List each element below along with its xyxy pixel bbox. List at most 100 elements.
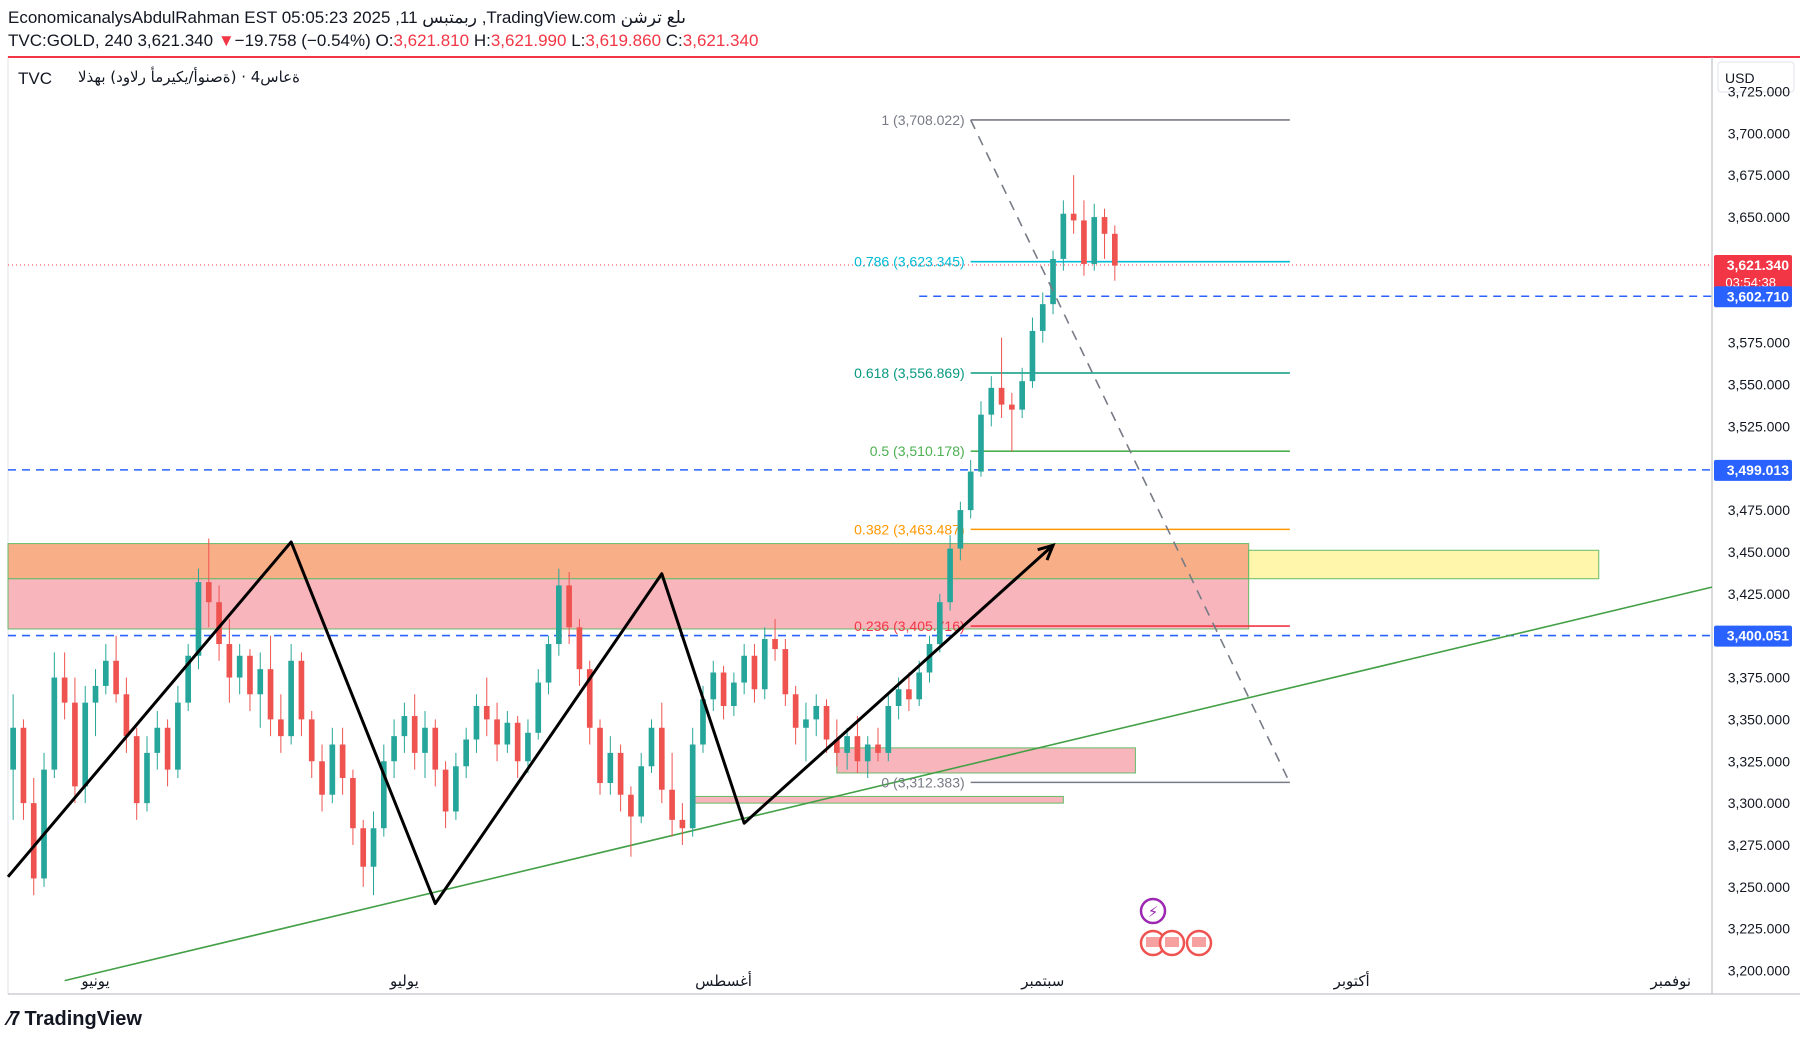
- candle-body: [916, 672, 923, 700]
- fib-level-label: 1 (3,708.022): [881, 112, 964, 128]
- open-value: 3,621.810: [393, 31, 470, 50]
- open-label: O:: [375, 31, 394, 50]
- candle-body: [463, 739, 470, 767]
- candle-body: [205, 582, 212, 603]
- price-tick-label: 3,225.000: [1728, 921, 1790, 937]
- candle-body: [20, 727, 27, 804]
- candle-body: [741, 655, 748, 683]
- high-label: H:: [473, 31, 491, 50]
- candle-body: [628, 794, 634, 817]
- candle-body: [1081, 220, 1087, 264]
- price-tick-label: 3,200.000: [1728, 963, 1790, 979]
- candle-body: [329, 744, 336, 795]
- candle-body: [164, 727, 171, 770]
- candle-body: [298, 660, 305, 720]
- candle-body: [391, 736, 397, 762]
- candle-body: [380, 761, 387, 829]
- high-value: 3,621.990: [490, 31, 567, 50]
- currency-box[interactable]: [1717, 61, 1795, 93]
- price-tick-label: 3,300.000: [1728, 795, 1790, 811]
- candle-body: [247, 655, 253, 695]
- candle-body: [308, 719, 315, 762]
- zigzag-pattern-line: [6, 540, 1055, 906]
- candle-body: [10, 727, 16, 770]
- fib-level-label: 0.618 (3,556.869): [854, 365, 965, 381]
- candle-body: [72, 702, 78, 787]
- price-tick-label: 3,725.000: [1728, 83, 1790, 99]
- candle-body: [1091, 217, 1098, 264]
- candle-body: [638, 766, 645, 817]
- candle-body: [813, 706, 820, 720]
- candle-body: [144, 752, 150, 804]
- candle-body: [998, 387, 1005, 405]
- legend-source[interactable]: TVC: [18, 69, 52, 88]
- level-price-tag: [1714, 286, 1792, 308]
- time-tick-label: أكتوبر: [1333, 971, 1370, 990]
- lightning-event-icon[interactable]: [1139, 897, 1167, 925]
- candle-body: [545, 644, 552, 683]
- level-price-value: 3,400.051: [1727, 628, 1789, 644]
- close-value: 3,621.340: [682, 31, 759, 50]
- price-tick-label: 3,450.000: [1728, 544, 1790, 560]
- green-trendline: [64, 586, 1713, 982]
- candle-body: [216, 602, 222, 645]
- candle-body: [669, 789, 675, 820]
- candle-body: [556, 585, 562, 645]
- candle-body: [133, 736, 140, 804]
- candle-body: [226, 644, 233, 678]
- candle-body: [1101, 217, 1108, 234]
- candle-body: [1009, 404, 1015, 410]
- candle-body: [494, 719, 500, 745]
- thin-pink-zone: [692, 795, 1064, 804]
- candle-body: [514, 722, 521, 762]
- close-label: C:: [665, 31, 683, 50]
- candle-body: [658, 727, 665, 790]
- candle-body: [679, 819, 686, 829]
- price-tick-label: 3,700.000: [1728, 125, 1790, 141]
- time-tick-label: يونيو: [80, 972, 109, 990]
- time-tick-label: سبتمبر: [1020, 972, 1064, 990]
- candle-body: [360, 828, 367, 867]
- candle-body: [834, 739, 840, 753]
- candle-body: [61, 677, 68, 703]
- price-tick-label: 3,575.000: [1728, 335, 1790, 351]
- level-price-tag: [1714, 459, 1792, 481]
- candle-body: [453, 766, 459, 812]
- candle-body: [689, 744, 696, 829]
- time-tick-label: أغسطس: [695, 971, 752, 990]
- flag-stripes-icon: [1192, 937, 1206, 947]
- fib-level-label: 0.236 (3,405.716): [854, 618, 965, 634]
- level-price-tag: [1714, 625, 1792, 647]
- candle-body: [1050, 258, 1056, 305]
- candle-body: [473, 706, 480, 740]
- candle-body: [988, 387, 995, 415]
- fib-level-label: 0 (3,312.383): [881, 774, 964, 790]
- candle-body: [185, 655, 192, 703]
- candle-body: [844, 736, 850, 753]
- candle-body: [401, 716, 408, 737]
- fib-level-label: 0.382 (3,463.487): [854, 521, 965, 537]
- tv-logo-icon: ⁄7: [8, 1008, 21, 1030]
- price-tick-label: 3,650.000: [1728, 209, 1790, 225]
- candle-body: [607, 752, 614, 784]
- candle-body: [41, 769, 47, 879]
- candle-body: [1060, 213, 1067, 259]
- symbol-label[interactable]: TVC:GOLD, 240: [8, 31, 133, 50]
- candle-body: [957, 510, 964, 549]
- economic-events[interactable]: ⚡: [1139, 897, 1213, 957]
- candle-body: [319, 761, 325, 795]
- candle-body: [422, 727, 428, 753]
- candle-body: [411, 716, 418, 753]
- current-price-tag: [1714, 255, 1792, 294]
- publish-info: EconomicanalysAbdulRahman EST 05:05:23 2…: [8, 8, 687, 27]
- candle-body: [576, 627, 583, 670]
- tradingview-logo[interactable]: ⁄7 TradingView: [8, 1008, 142, 1031]
- price-tick-label: 3,475.000: [1728, 502, 1790, 518]
- candle-body: [700, 699, 706, 745]
- time-tick-label: يوليو: [389, 972, 419, 990]
- candle-body: [370, 828, 377, 867]
- candle-body: [30, 803, 37, 879]
- candle-body: [761, 639, 768, 690]
- candle-body: [885, 706, 892, 753]
